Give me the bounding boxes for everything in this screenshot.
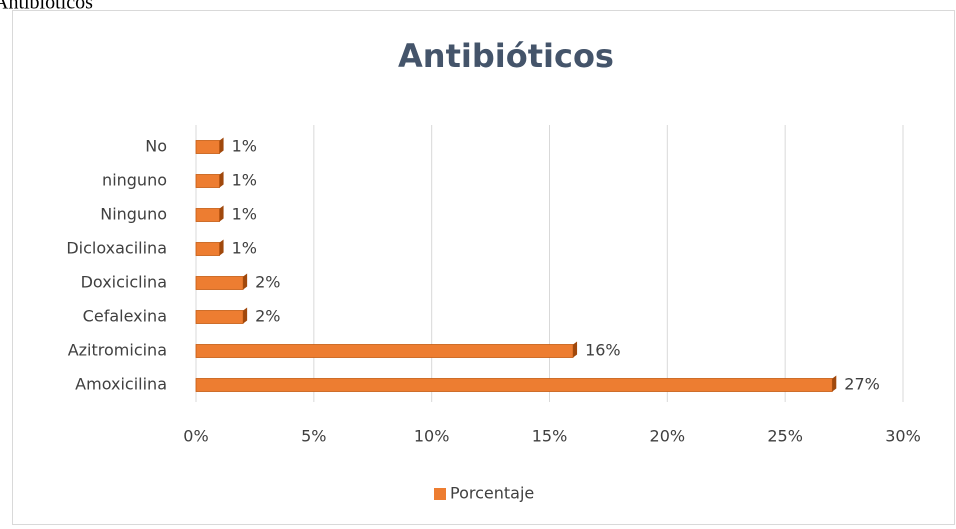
data-label: 1% [232,205,257,224]
x-tick-label: 0% [183,427,208,446]
y-tick-label: Amoxicilina [75,375,167,394]
bar-side [219,137,224,154]
y-tick-label: Azitromicina [68,341,167,360]
bar-side [219,205,224,222]
bar-side [219,171,224,188]
data-label: 2% [255,307,280,326]
bar-side [832,375,837,392]
y-tick-label: Doxiciclina [81,273,167,292]
bar [195,242,220,256]
y-tick-label: Dicloxacilina [66,239,167,258]
bar-side [219,239,224,256]
bar [195,344,574,358]
bar [195,208,220,222]
chart-frame [12,10,955,525]
x-tick-label: 20% [650,427,686,446]
bar [195,140,220,154]
legend-swatch [434,488,446,500]
y-tick-label: ninguno [102,171,167,190]
bar-side [243,307,248,324]
data-label: 27% [844,375,880,394]
x-tick-label: 10% [414,427,450,446]
data-label: 16% [585,341,621,360]
data-label: 1% [232,239,257,258]
legend-label: Porcentaje [450,484,534,503]
chart-title: Antibióticos [398,37,614,75]
bars: 27% 16% 2% 2% 1% 1% 1% 1% Amoxicilina Azitromicin… [66,137,880,394]
data-label: 1% [232,171,257,190]
x-tick-label: 5% [301,427,326,446]
y-tick-label: Ninguno [100,205,167,224]
bar-side [573,341,578,358]
y-tick-label: No [145,137,167,156]
legend: Porcentaje [434,484,534,503]
x-tick-label: 25% [767,427,803,446]
bar [195,174,220,188]
bar [195,378,833,392]
x-tick-label: 15% [532,427,568,446]
bar [195,310,244,324]
x-tick-label: 30% [885,427,921,446]
data-label: 1% [232,137,257,156]
y-tick-label: Cefalexina [83,307,167,326]
data-label: 2% [255,273,280,292]
bar [195,276,244,290]
bar-side [243,273,248,290]
